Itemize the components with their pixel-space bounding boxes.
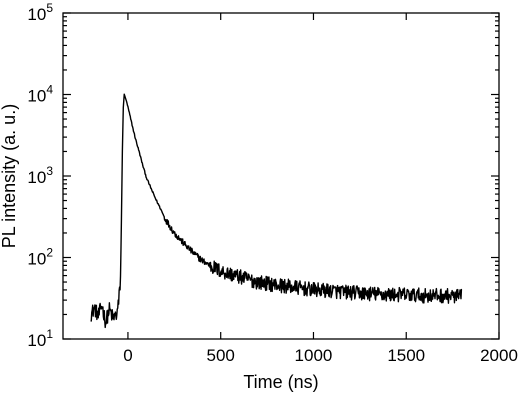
y-axis-label: PL intensity (a. u.) [0,104,19,248]
x-axis-label: Time (ns) [243,372,318,392]
y-tick-label-2: 103 [27,164,53,187]
tick-labels: 0 500 1000 1500 2000 101 102 103 104 105 [27,1,518,365]
x-tick-label-2: 1000 [295,346,333,365]
x-tick-label-1: 500 [207,346,235,365]
y-tick-label-3: 104 [27,83,53,106]
x-tick-label-4: 2000 [480,346,518,365]
x-tick-label-0: 0 [123,346,132,365]
x-tick-label-3: 1500 [387,346,425,365]
plot-frame [62,12,500,340]
y-tick-label-1: 102 [27,246,53,269]
pl-decay-trace [90,93,463,329]
y-tick-label-4: 105 [27,1,53,24]
y-tick-label-0: 101 [27,327,53,350]
